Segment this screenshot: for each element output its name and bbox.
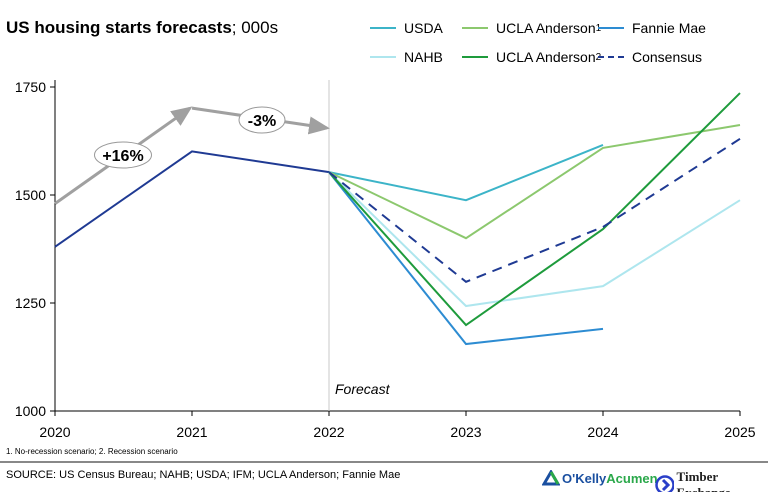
legend-label: UCLA Anderson	[496, 20, 596, 36]
okelly-triangle-icon	[542, 470, 560, 486]
divider	[0, 461, 768, 463]
legend-label: NAHB	[404, 49, 443, 65]
growth-label-bubble	[238, 106, 286, 134]
footnote: 1. No-recession scenario; 2. Recession s…	[6, 447, 178, 456]
title-unit: ; 000s	[231, 18, 279, 37]
historical-line	[54, 150, 330, 248]
forecast-label: Forecast	[335, 381, 391, 397]
chart-title: US housing starts forecasts; 000s	[6, 18, 278, 38]
legend-swatch	[462, 56, 488, 58]
x-tick-label: 2025	[724, 424, 755, 440]
series-line-consensus	[328, 137, 741, 283]
x-tick-label: 2021	[176, 424, 207, 440]
legend-swatch	[370, 56, 396, 58]
x-tick-label: 2023	[450, 424, 481, 440]
title-main: US housing starts forecasts	[6, 18, 232, 37]
growth-label: -3%	[248, 113, 276, 130]
legend-label: Fannie Mae	[632, 20, 706, 36]
legend-swatch	[598, 56, 624, 58]
y-tick-label: 1000	[15, 403, 46, 419]
timber-exchange-logo: Timber Exchange	[655, 469, 768, 492]
y-tick-label: 1250	[15, 295, 46, 311]
legend-swatch	[370, 27, 396, 29]
series-line-ucla-anderson1	[328, 124, 741, 240]
legend-label: UCLA Anderson	[496, 49, 596, 65]
legend-item: Consensus	[598, 49, 702, 65]
legend-swatch	[598, 27, 624, 29]
source-note: SOURCE: US Census Bureau; NAHB; USDA; IF…	[6, 469, 401, 481]
y-tick-label: 1750	[15, 79, 46, 95]
growth-label-bubble	[94, 141, 152, 169]
series-line-nahb	[328, 171, 741, 308]
okelly-acumen-logo: O'Kelly Acumen	[542, 470, 658, 486]
legend-label: Consensus	[632, 49, 703, 65]
legend-item: Fannie Mae	[598, 20, 706, 36]
series-line-usda	[328, 143, 604, 202]
legend-label: USDA	[404, 20, 443, 36]
series-line-ucla-anderson2	[328, 92, 741, 327]
timber-chevron-icon	[655, 475, 674, 492]
y-tick-label: 1500	[15, 187, 46, 203]
series-line-fannie-mae	[328, 171, 604, 346]
growth-label: +16%	[102, 148, 143, 165]
x-tick-label: 2024	[587, 424, 618, 440]
x-tick-label: 2022	[313, 424, 344, 440]
legend-item: NAHB	[370, 49, 443, 65]
legend-item: USDA	[370, 20, 443, 36]
legend-swatch	[462, 27, 488, 29]
plot-area: 1000 1250 1500 1750 2020 2021 2022 2023 2024 2025…	[15, 79, 756, 440]
x-tick-label: 2020	[39, 424, 70, 440]
